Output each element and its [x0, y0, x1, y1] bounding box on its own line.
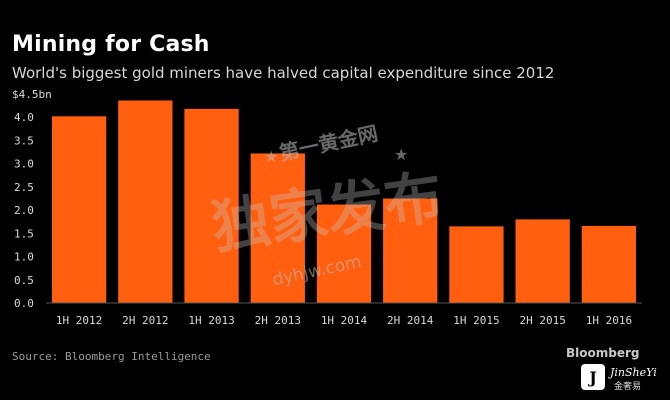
bloomberg-logo: Bloomberg	[566, 346, 640, 360]
x-tick-label: 2H 2013	[255, 314, 301, 327]
x-tick-label: 1H 2013	[188, 314, 234, 327]
badge-text: JinSheYi	[608, 366, 657, 379]
y-tick-label: 2.0	[14, 204, 34, 217]
x-tick-label: 1H 2016	[586, 314, 632, 327]
bar	[316, 204, 372, 303]
y-tick-label: 0.5	[14, 274, 34, 287]
x-tick-label: 1H 2015	[453, 314, 499, 327]
chart-title: Mining for Cash	[12, 32, 210, 57]
badge-icon-glyph: J	[587, 368, 597, 387]
bar	[250, 153, 305, 303]
badge-subtext: 金奢易	[614, 380, 641, 392]
jinsheyi-badge: J JinSheYi 金奢易	[581, 364, 657, 392]
y-tick-label: 2.5	[14, 181, 34, 194]
y-tick-label: 0.0	[14, 297, 34, 310]
y-tick-label: 4.0	[14, 111, 34, 124]
y-tick-label: 3.5	[14, 134, 34, 147]
bar	[383, 198, 438, 303]
x-tick-label: 2H 2014	[387, 314, 434, 327]
bar	[118, 100, 173, 303]
bar	[449, 226, 504, 303]
chart-subtitle: World's biggest gold miners have halved …	[12, 64, 555, 82]
bar	[184, 108, 239, 304]
x-tick-label: 2H 2012	[122, 314, 168, 327]
x-tick-label: 2H 2015	[519, 314, 565, 327]
x-tick-label: 1H 2012	[56, 314, 102, 327]
y-tick-label: 3.0	[14, 158, 34, 171]
watermark-star-right: ★	[394, 145, 408, 164]
badge-icon-bg	[581, 364, 605, 390]
bars	[51, 100, 637, 304]
watermark-site-name: 第一黄金网	[277, 121, 380, 165]
y-tick-label: 1.0	[14, 251, 34, 264]
x-tick-label: 1H 2014	[321, 314, 368, 327]
x-axis: 1H 2012 2H 2012 1H 2013 2H 2013 1H 2014 2H 20…	[46, 302, 642, 327]
y-tick-label: $4.5bn	[12, 88, 52, 101]
y-axis: 0.0 0.5 1.0 1.5 2.0 2.5 3.0 3.5 4.0 $4.5bn	[12, 88, 52, 310]
watermark-star-left: ★	[264, 147, 278, 166]
bar	[581, 225, 637, 303]
bar	[515, 219, 570, 303]
y-tick-label: 1.5	[14, 227, 34, 240]
source-note: Source: Bloomberg Intelligence	[12, 350, 211, 363]
bar	[51, 116, 107, 303]
